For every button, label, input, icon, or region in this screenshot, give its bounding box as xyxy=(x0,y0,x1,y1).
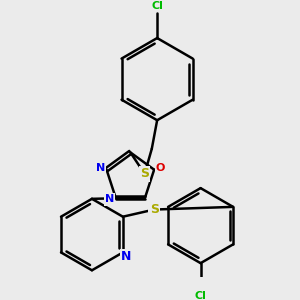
Text: S: S xyxy=(140,167,149,180)
Text: N: N xyxy=(96,163,105,173)
Text: N: N xyxy=(105,194,114,204)
Text: O: O xyxy=(156,163,165,173)
Text: Cl: Cl xyxy=(151,1,163,11)
Text: N: N xyxy=(121,250,132,263)
Text: S: S xyxy=(150,203,159,216)
Text: Cl: Cl xyxy=(195,291,206,300)
